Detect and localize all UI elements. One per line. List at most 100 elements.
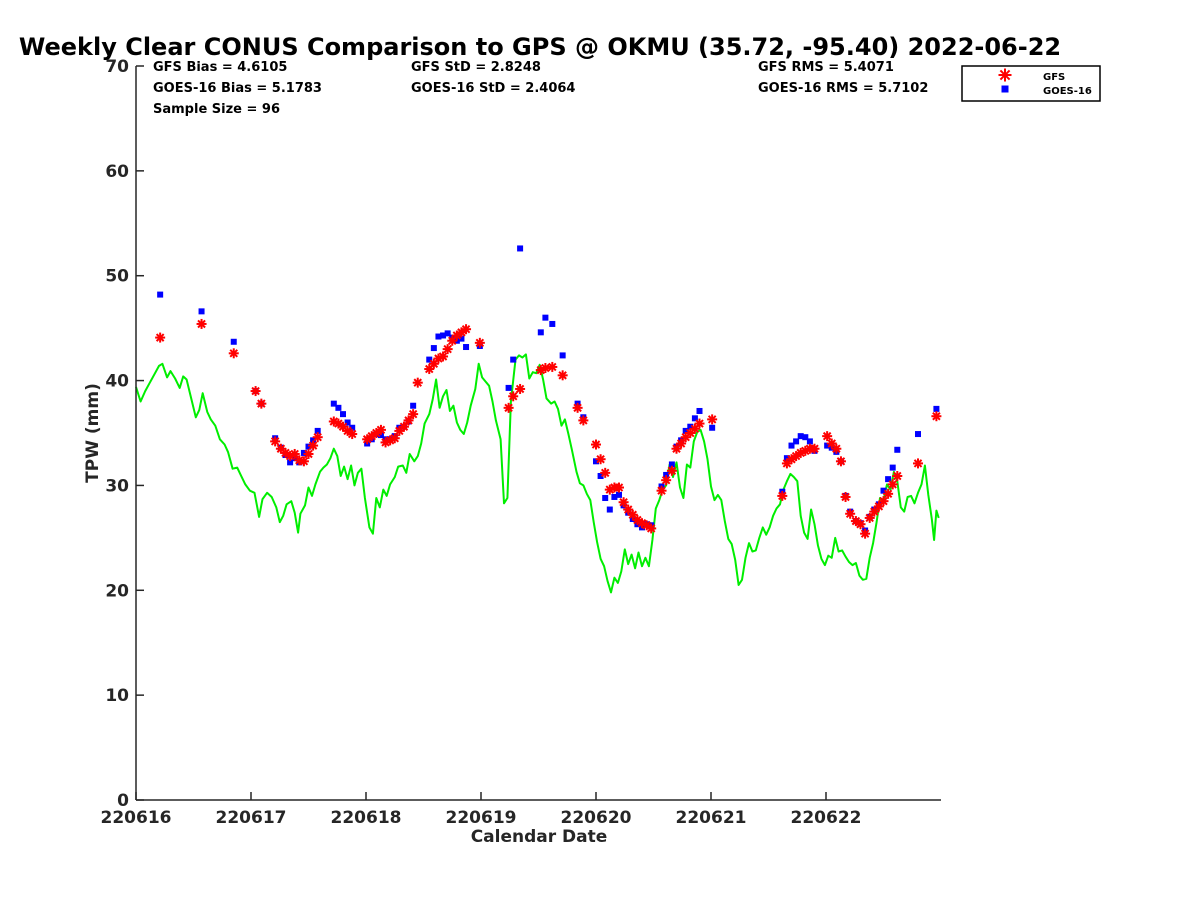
data-point-goes16 [616, 491, 622, 498]
data-point-gfs [864, 512, 875, 523]
data-point-goes16 [287, 459, 294, 466]
data-point-gfs [403, 415, 414, 426]
data-point-gfs [289, 448, 300, 459]
data-point-goes16 [597, 472, 604, 479]
data-point-goes16 [606, 506, 613, 513]
data-point-gfs [600, 467, 611, 478]
chart-title: Weekly Clear CONUS Comparison to GPS @ O… [19, 33, 1061, 61]
data-point-goes16 [611, 493, 618, 500]
data-point-gfs [270, 436, 281, 447]
data-point-goes16 [314, 427, 321, 434]
data-point-gfs [412, 377, 423, 388]
data-point-goes16 [933, 405, 940, 412]
stat-goes-std: GOES-16 StD = 2.4064 [411, 81, 575, 96]
data-point-goes16 [430, 345, 437, 352]
stat-gfs-bias: GFS Bias = 4.6105 [153, 60, 287, 75]
x-tick-label: 220622 [791, 808, 862, 828]
data-point-goes16 [709, 424, 716, 431]
data-point-goes16 [458, 335, 465, 342]
data-point-goes16 [880, 487, 887, 494]
data-point-gfs [303, 448, 314, 459]
data-point-gfs [442, 344, 453, 355]
data-point-goes16 [463, 344, 470, 351]
data-point-goes16 [783, 455, 790, 462]
x-tick-label: 220618 [331, 808, 402, 828]
data-point-goes16 [505, 384, 512, 391]
data-point-goes16 [797, 433, 804, 440]
data-point-gfs [627, 509, 638, 520]
x-axis-label: Calendar Date [471, 827, 608, 847]
y-axis-label: TPW (mm) [83, 383, 103, 483]
data-point-goes16 [440, 332, 447, 339]
legend-gfs-label: GFS [1043, 72, 1065, 83]
data-point-goes16 [806, 438, 813, 445]
data-point-goes16 [335, 404, 342, 411]
data-point-gfs [547, 361, 558, 372]
data-point-gfs [661, 475, 672, 486]
legend-goes-marker [1001, 85, 1009, 93]
data-point-gfs [398, 421, 409, 432]
data-point-gfs [931, 411, 942, 422]
data-point-gfs [878, 496, 889, 507]
data-point-goes16 [157, 291, 164, 298]
data-point-gfs [572, 402, 583, 413]
data-point-gfs [777, 490, 788, 501]
data-point-goes16 [593, 458, 599, 465]
data-point-goes16 [885, 476, 892, 483]
data-point-goes16 [340, 411, 346, 418]
data-point-gfs [618, 497, 629, 508]
data-point-gfs [155, 332, 166, 343]
data-point-gfs [196, 318, 207, 329]
data-point-gfs [312, 432, 323, 443]
legend-gfs-marker [998, 68, 1012, 82]
stat-goes-bias: GOES-16 Bias = 5.1783 [153, 81, 322, 96]
y-tick-label: 40 [105, 372, 129, 392]
data-point-gfs [578, 415, 589, 426]
data-point-goes16 [230, 338, 237, 345]
data-point-gfs [822, 431, 833, 442]
data-point-gfs [676, 438, 687, 449]
data-point-gfs [515, 383, 526, 394]
data-point-gfs [707, 414, 718, 425]
data-point-goes16 [668, 461, 675, 468]
data-point-gfs [503, 402, 514, 413]
data-point-gfs [845, 508, 856, 519]
x-tick-label: 220616 [101, 808, 172, 828]
data-point-gfs [557, 370, 568, 381]
data-point-goes16 [349, 424, 356, 431]
x-tick-label: 220620 [561, 808, 632, 828]
data-point-gfs [831, 443, 842, 454]
data-point-goes16 [894, 446, 901, 453]
x-tick-label: 220619 [446, 808, 517, 828]
plot-area [135, 245, 942, 594]
data-point-gfs [800, 445, 811, 456]
data-point-gfs [614, 482, 624, 493]
stat-gfs-rms: GFS RMS = 5.4071 [758, 60, 894, 75]
data-point-goes16 [687, 423, 694, 430]
x-tick-label: 220621 [676, 808, 747, 828]
data-point-goes16 [300, 449, 307, 456]
data-point-goes16 [696, 407, 703, 414]
data-point-goes16 [510, 356, 517, 363]
data-point-goes16 [682, 427, 689, 434]
data-point-gfs [840, 491, 851, 502]
data-point-goes16 [517, 245, 524, 252]
data-point-gfs [860, 528, 871, 539]
data-point-goes16 [198, 308, 205, 315]
data-point-gfs [595, 454, 606, 465]
data-point-goes16 [377, 432, 384, 439]
data-point-gfs [250, 386, 261, 397]
x-tick-label: 220617 [216, 808, 287, 828]
data-point-goes16 [344, 419, 351, 426]
data-point-goes16 [663, 471, 670, 478]
y-tick-label: 70 [105, 57, 129, 77]
data-point-goes16 [559, 352, 566, 359]
y-tick-label: 0 [117, 791, 129, 811]
data-point-goes16 [426, 356, 433, 363]
data-point-goes16 [802, 434, 809, 441]
stat-sample-size: Sample Size = 96 [153, 102, 280, 117]
data-point-gfs [913, 458, 923, 469]
data-point-gfs [887, 479, 898, 490]
data-point-gfs [371, 428, 382, 438]
